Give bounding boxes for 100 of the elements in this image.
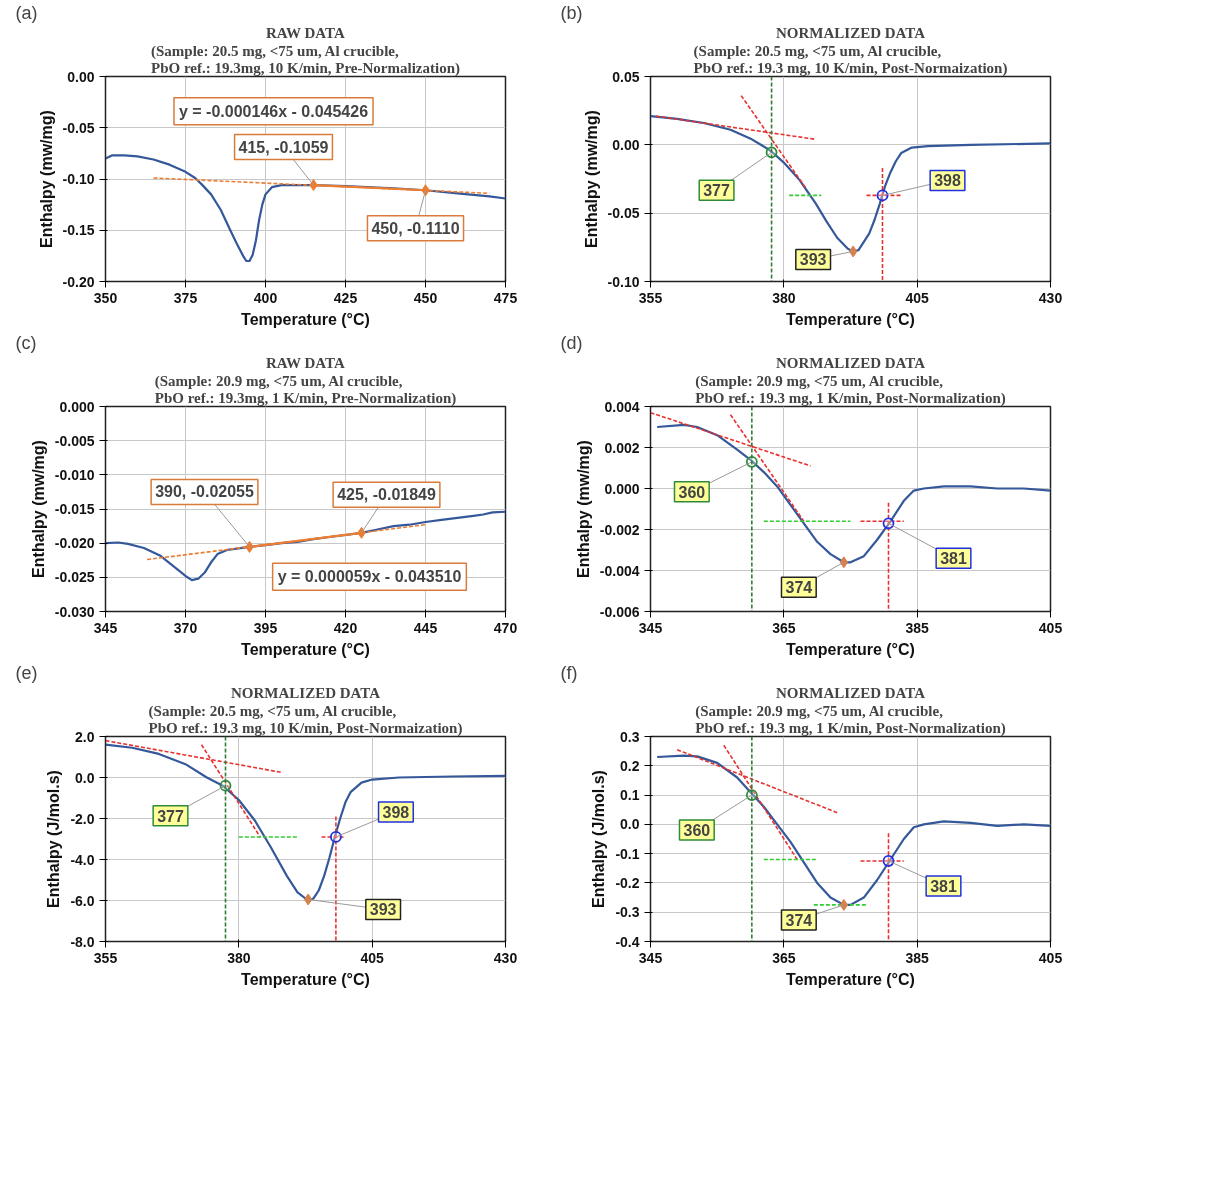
annotation: 374 <box>785 911 813 929</box>
point <box>330 831 342 843</box>
chart-subtitle: (Sample: 20.5 mg, <75 um, Al crucible, PbO ref.: 19.3 mg, 10 K/min, Post-Normaization) <box>148 702 463 738</box>
x-tick-label: 430 <box>1038 289 1063 306</box>
annotation: 377 <box>703 182 731 200</box>
y-axis-title: Enthalpy (J/mol.s) <box>590 770 608 908</box>
annotation: 374 <box>785 579 813 597</box>
y-tick-label: -8.0 <box>70 933 95 950</box>
text: (a) <box>15 2 38 23</box>
x-tick-label: 365 <box>772 949 796 966</box>
annotation: 398 <box>934 172 961 190</box>
x-tick-label: 405 <box>905 289 930 306</box>
point <box>882 855 895 867</box>
y-tick-label: -0.020 <box>54 535 95 552</box>
annotation: 415, -0.1059 <box>238 138 329 156</box>
chart-title: NORMALIZED DATA <box>775 354 926 371</box>
x-axis-title: Temperature (°C) <box>241 640 370 658</box>
x-tick-label: 365 <box>772 619 796 636</box>
y-tick-label: -0.3 <box>615 904 640 921</box>
annotation: 390, -0.02055 <box>155 483 254 501</box>
x-axis-title: Temperature (°C) <box>786 970 915 988</box>
annotation: y = 0.000059x - 0.043510 <box>277 568 462 586</box>
chart-subtitle: (Sample: 20.9 mg, <75 um, Al crucible, PbO ref.: 19.3mg, 1 K/min, Pre-Normalization) <box>154 372 457 408</box>
chart-title: NORMALIZED DATA <box>775 684 926 701</box>
y-tick-label: -0.005 <box>54 432 95 449</box>
y-tick-label: -0.002 <box>599 521 640 538</box>
annotation: 381 <box>930 877 957 895</box>
y-tick-label: -4.0 <box>70 851 95 868</box>
chart-title: NORMALIZED DATA <box>230 684 381 701</box>
annotation: 360 <box>678 483 706 501</box>
chart-subtitle: (Sample: 20.9 mg, <75 um, Al crucible, PbO ref.: 19.3 mg, 1 K/min, Post-Normalization) <box>695 372 1006 408</box>
x-tick-label: 345 <box>638 949 663 966</box>
y-tick-label: -0.10 <box>62 171 95 187</box>
x-axis-title: Temperature (°C) <box>241 310 370 328</box>
text: (d) <box>560 332 583 353</box>
y-tick-label: -0.4 <box>615 933 640 950</box>
x-tick-label: 355 <box>638 289 663 306</box>
y-tick-label: -0.05 <box>607 205 640 222</box>
y-axis-title: Enthalpy (mw/mg) <box>582 110 600 248</box>
y-tick-label: -2.0 <box>70 810 95 827</box>
y-tick-label: -0.030 <box>54 603 95 620</box>
x-tick-label: 345 <box>638 619 663 636</box>
y-tick-label: -0.025 <box>54 569 95 586</box>
annotation: 450, -0.1110 <box>371 219 460 237</box>
y-tick-label: -0.15 <box>62 222 95 239</box>
chart-title: NORMALIZED DATA <box>775 24 926 41</box>
y-tick-label: 0.000 <box>604 480 640 497</box>
y-tick-label: -6.0 <box>70 892 95 909</box>
annotation: y = -0.000146x - 0.045426 <box>178 102 369 120</box>
y-tick-label: -0.05 <box>62 119 95 136</box>
chart-subtitle: (Sample: 20.5 mg, <75 um, Al crucible, PbO ref.: 19.3 mg, 10 K/min, Post-Normaization) <box>693 42 1008 78</box>
annotation: 360 <box>683 822 711 840</box>
text: (b) <box>560 2 583 23</box>
annotation: 398 <box>382 803 410 821</box>
y-tick-label: -0.10 <box>607 273 640 290</box>
y-axis-title: Enthalpy (J/mol.s) <box>45 770 63 908</box>
x-tick-label: 400 <box>253 289 278 306</box>
x-tick-label: 370 <box>173 619 198 636</box>
x-tick-label: 380 <box>227 949 251 966</box>
y-tick-label: -0.006 <box>599 603 640 620</box>
x-tick-label: 420 <box>333 619 358 636</box>
y-tick-label: 0.05 <box>612 68 640 85</box>
y-tick-label: 0.0 <box>620 816 640 833</box>
x-tick-label: 445 <box>413 619 438 636</box>
y-tick-label: 0.3 <box>620 728 640 745</box>
x-tick-label: 405 <box>1038 949 1063 966</box>
x-tick-label: 475 <box>493 289 518 306</box>
text: (f) <box>560 662 578 683</box>
point <box>882 517 895 530</box>
x-axis-title: Temperature (°C) <box>786 640 915 658</box>
x-tick-label: 405 <box>360 949 385 966</box>
x-axis-title: Temperature (°C) <box>241 970 370 988</box>
x-tick-label: 395 <box>253 619 278 636</box>
y-axis-title: Enthalpy (mw/mg) <box>574 440 592 578</box>
text: (e) <box>15 662 38 683</box>
y-tick-label: 0.0 <box>75 769 95 786</box>
chart-subtitle: (Sample: 20.9 mg, <75 um, Al crucible, PbO ref.: 19.3 mg, 1 K/min, Post-Normalization) <box>695 702 1006 738</box>
y-tick-label: -0.1 <box>615 845 640 862</box>
y-axis-title: Enthalpy (mw/mg) <box>37 110 55 248</box>
text: (c) <box>15 332 37 353</box>
annotation: 393 <box>369 901 397 919</box>
y-tick-label: 0.00 <box>67 68 95 85</box>
annotation: 425, -0.01849 <box>337 486 436 504</box>
annotation: 381 <box>940 550 967 568</box>
x-tick-label: 355 <box>93 949 118 966</box>
y-tick-label: 0.1 <box>620 787 640 804</box>
y-tick-label: 0.00 <box>612 136 640 153</box>
y-tick-label: 0.2 <box>620 757 640 774</box>
x-tick-label: 350 <box>93 289 118 306</box>
y-tick-label: -0.2 <box>615 874 640 891</box>
x-tick-label: 425 <box>333 289 358 306</box>
y-tick-label: -0.015 <box>54 501 95 517</box>
y-tick-label: -0.004 <box>599 562 640 579</box>
x-tick-label: 385 <box>905 949 930 966</box>
chart-subtitle: (Sample: 20.5 mg, <75 um, Al crucible, PbO ref.: 19.3mg, 10 K/min, Pre-Normalization) <box>151 42 460 78</box>
annotation: 393 <box>799 251 827 269</box>
y-tick-label: 0.004 <box>604 398 640 415</box>
x-tick-label: 470 <box>493 619 518 636</box>
annotation: 377 <box>157 807 184 825</box>
x-tick-label: 430 <box>493 949 518 966</box>
